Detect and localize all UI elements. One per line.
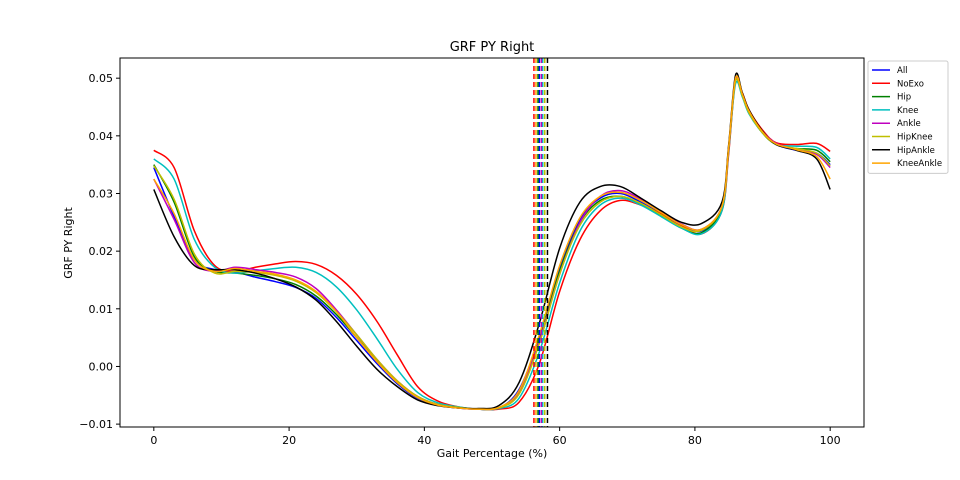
y-tick-label: 0.03 [89,187,114,200]
y-axis-label: GRF PY Right [62,207,75,279]
series-lines [153,72,831,411]
legend-frame [867,60,949,174]
y-tick-label: 0.05 [89,72,114,85]
y-tick-label: −0.01 [79,418,113,431]
y-tick-label: 0.04 [89,130,114,143]
legend-label-knee: Knee [897,106,918,116]
x-tick-label: 100 [820,434,841,447]
toe-off-lines [533,58,549,427]
x-tick-label: 20 [282,434,296,447]
legend-label-hipankle: HipAnkle [897,146,935,156]
y-axis: −0.01 0.00 0.01 0.02 0.03 0.04 0.05 [79,72,120,431]
series-line-kneeankle [153,75,831,411]
x-tick-label: 0 [150,434,157,447]
x-tick-label: 40 [417,434,431,447]
legend: AllNoExoHipKneeAnkleHipKneeHipAnkleKneeA… [867,60,949,174]
y-tick-label: 0.02 [89,245,114,258]
legend-label-hip: Hip [897,93,911,103]
x-axis: 0 20 40 60 80 100 [150,427,841,447]
x-axis-label: Gait Percentage (%) [437,447,548,460]
y-tick-label: 0.01 [89,303,114,316]
x-tick-label: 80 [688,434,702,447]
legend-label-ankle: Ankle [897,119,921,129]
legend-label-noexo: NoExo [897,79,924,89]
plot-frame [119,57,865,428]
chart-title: GRF PY Right [450,40,535,55]
legend-label-hipknee: HipKnee [897,133,933,143]
legend-label-all: All [897,66,908,76]
y-tick-label: 0.00 [89,360,114,373]
legend-label-kneeankle: KneeAnkle [897,159,942,169]
x-tick-label: 60 [553,434,567,447]
